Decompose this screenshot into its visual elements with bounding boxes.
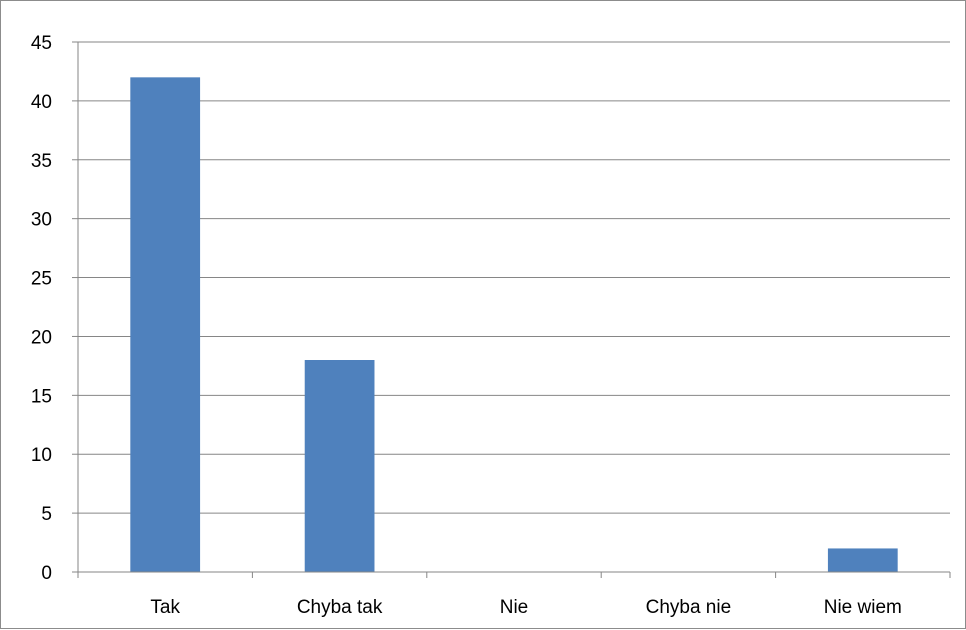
y-tick-labels: 0 5 10 15 20 25 30 35 40 45 bbox=[31, 33, 52, 584]
bar-chyba-tak bbox=[304, 360, 375, 572]
y-tick-label: 25 bbox=[31, 269, 52, 290]
y-tick-label: 40 bbox=[31, 92, 52, 113]
y-tick-label: 30 bbox=[31, 210, 52, 231]
gridlines bbox=[78, 41, 950, 514]
y-tick-label: 35 bbox=[31, 151, 52, 172]
y-tick-label: 45 bbox=[31, 33, 52, 54]
x-category-label: Chyba nie bbox=[646, 597, 732, 618]
x-category-label: Chyba tak bbox=[297, 597, 383, 618]
axes bbox=[72, 41, 951, 578]
y-tick-label: 5 bbox=[41, 504, 52, 525]
y-tick-label: 20 bbox=[31, 327, 52, 348]
x-category-label: Nie wiem bbox=[824, 597, 902, 618]
bar-nie-wiem bbox=[827, 548, 898, 572]
x-category-label: Nie bbox=[500, 597, 529, 618]
y-tick-label: 15 bbox=[31, 386, 52, 407]
x-category-label: Tak bbox=[150, 597, 180, 618]
bar-tak bbox=[130, 77, 201, 572]
bars bbox=[130, 77, 898, 572]
x-category-labels: Tak Chyba tak Nie Chyba nie Nie wiem bbox=[150, 597, 901, 618]
y-tick-label: 10 bbox=[31, 445, 52, 466]
y-tick-label: 0 bbox=[41, 563, 52, 584]
